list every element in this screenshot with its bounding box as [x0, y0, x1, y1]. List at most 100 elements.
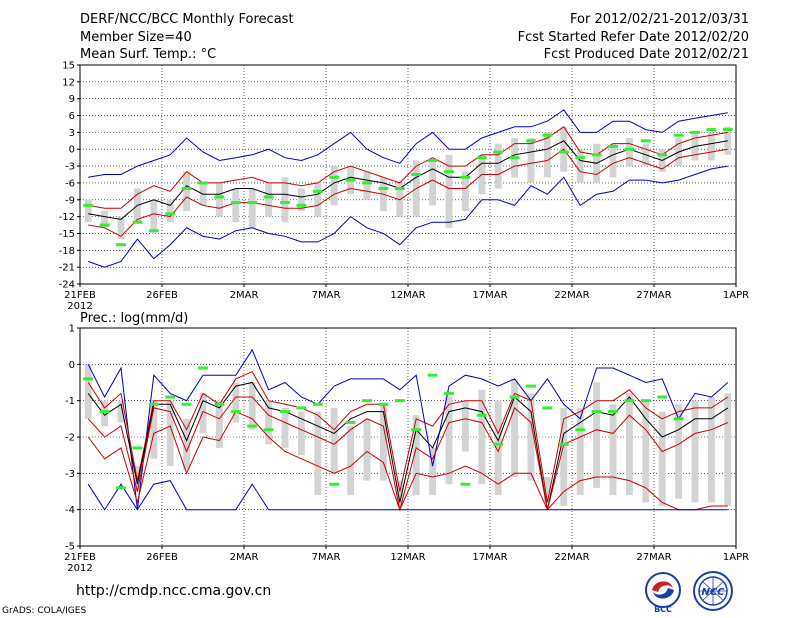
observed-marker — [706, 128, 717, 132]
y-tick-label: -2 — [65, 433, 75, 444]
ncc-logo: NCC — [693, 571, 733, 611]
ensemble-box — [691, 400, 699, 503]
ensemble-box — [150, 199, 158, 234]
observed-marker — [591, 153, 602, 157]
x-tick-label: 26FEB — [146, 290, 178, 301]
series-median-line — [87, 381, 729, 510]
observed-marker — [263, 195, 274, 199]
observed-marker — [378, 187, 389, 191]
y-tick-label: -9 — [65, 195, 75, 206]
ensemble-box — [379, 404, 387, 481]
observed-marker — [640, 399, 651, 403]
x-tick-year: 2012 — [67, 563, 92, 574]
x-tick-label: 22MAR — [554, 552, 589, 563]
ensemble-box — [560, 407, 568, 507]
series-min-line — [87, 480, 728, 511]
observed-marker — [280, 201, 290, 205]
ensemble-box — [642, 400, 650, 503]
ensemble-box — [461, 400, 469, 452]
precip-panel-title: Prec.: log(mm/d) — [80, 311, 189, 326]
observed-marker — [558, 442, 569, 446]
observed-marker — [509, 395, 520, 399]
ensemble-box — [412, 415, 420, 496]
series-min-line — [88, 165, 728, 268]
observed-marker — [329, 175, 340, 179]
bcc-logo: BCC — [645, 572, 681, 614]
ensemble-box — [543, 132, 551, 178]
observed-marker — [362, 181, 372, 185]
grads-credit: GrADS: COLA/IGES — [2, 606, 87, 616]
ensemble-box — [707, 132, 715, 161]
observed-marker — [230, 201, 241, 205]
ensemble-box — [166, 199, 174, 223]
y-tick-label: 0 — [69, 145, 75, 156]
observed-marker — [247, 424, 258, 428]
observed-marker — [476, 413, 487, 417]
observed-marker — [329, 482, 340, 486]
ensemble-box — [707, 397, 715, 503]
x-tick-label: 21FEB — [64, 290, 96, 301]
observed-marker — [312, 189, 323, 193]
observed-marker — [460, 482, 471, 486]
observed-marker — [411, 173, 422, 176]
observed-marker — [493, 442, 504, 446]
y-tick-label: -3 — [65, 469, 75, 480]
observed-marker — [722, 128, 733, 132]
observed-marker — [165, 212, 176, 216]
forecast-period: For 2012/02/21-2012/03/31 — [570, 12, 749, 27]
ensemble-box — [527, 138, 535, 183]
observed-marker — [116, 243, 126, 247]
y-tick-label: -18 — [59, 246, 75, 257]
ensemble-box — [593, 382, 601, 488]
y-tick-label: -6 — [65, 178, 75, 189]
observed-marker — [198, 181, 208, 185]
ensemble-box — [232, 382, 240, 423]
ensemble-box — [297, 411, 305, 456]
observed-marker — [476, 156, 487, 160]
observed-marker — [198, 366, 208, 370]
observed-marker — [181, 402, 192, 406]
series-upper-line — [88, 126, 728, 209]
observed-marker — [132, 220, 143, 224]
plot-frame — [79, 327, 737, 547]
ensemble-box — [330, 407, 338, 474]
x-tick-label: 7MAR — [312, 552, 341, 563]
ensemble-box — [101, 211, 109, 228]
ensemble-box — [101, 400, 109, 427]
y-tick-label: -4 — [65, 505, 75, 516]
observed-marker — [460, 175, 471, 179]
observed-marker — [263, 428, 274, 432]
ensemble-box — [461, 171, 469, 211]
x-tick-label: 7MAR — [312, 290, 341, 301]
ensemble-box — [494, 400, 502, 496]
observed-marker — [493, 150, 504, 154]
series-max-line — [87, 348, 729, 510]
forecast-produced-date: Fcst Produced Date 2012/02/21 — [543, 47, 749, 62]
y-tick-label: -3 — [65, 162, 75, 173]
observed-marker — [444, 391, 454, 395]
ensemble-box — [347, 426, 355, 496]
ensemble-box — [183, 171, 191, 211]
x-tick-label: 26FEB — [146, 552, 178, 563]
chart-title: DERF/NCC/BCC Monthly Forecast — [80, 12, 294, 27]
x-tick-label: 17MAR — [472, 552, 507, 563]
observed-marker — [247, 201, 258, 205]
ensemble-box — [330, 166, 338, 206]
observed-marker — [427, 373, 438, 377]
source-url[interactable]: http://cmdp.ncc.cma.gov.cn — [76, 583, 272, 599]
ensemble-box — [445, 154, 453, 228]
ensemble-box — [166, 400, 174, 467]
observed-marker — [394, 187, 405, 191]
observed-marker — [411, 428, 422, 432]
y-tick-label: 3 — [69, 128, 75, 139]
y-tick-label: -21 — [59, 263, 75, 274]
ensemble-box — [117, 400, 125, 423]
observed-marker — [575, 428, 586, 432]
observed-marker — [608, 144, 618, 148]
ensemble-box — [609, 404, 617, 496]
ensemble-box — [265, 182, 273, 217]
observed-marker — [444, 170, 454, 174]
observed-marker — [542, 406, 553, 410]
